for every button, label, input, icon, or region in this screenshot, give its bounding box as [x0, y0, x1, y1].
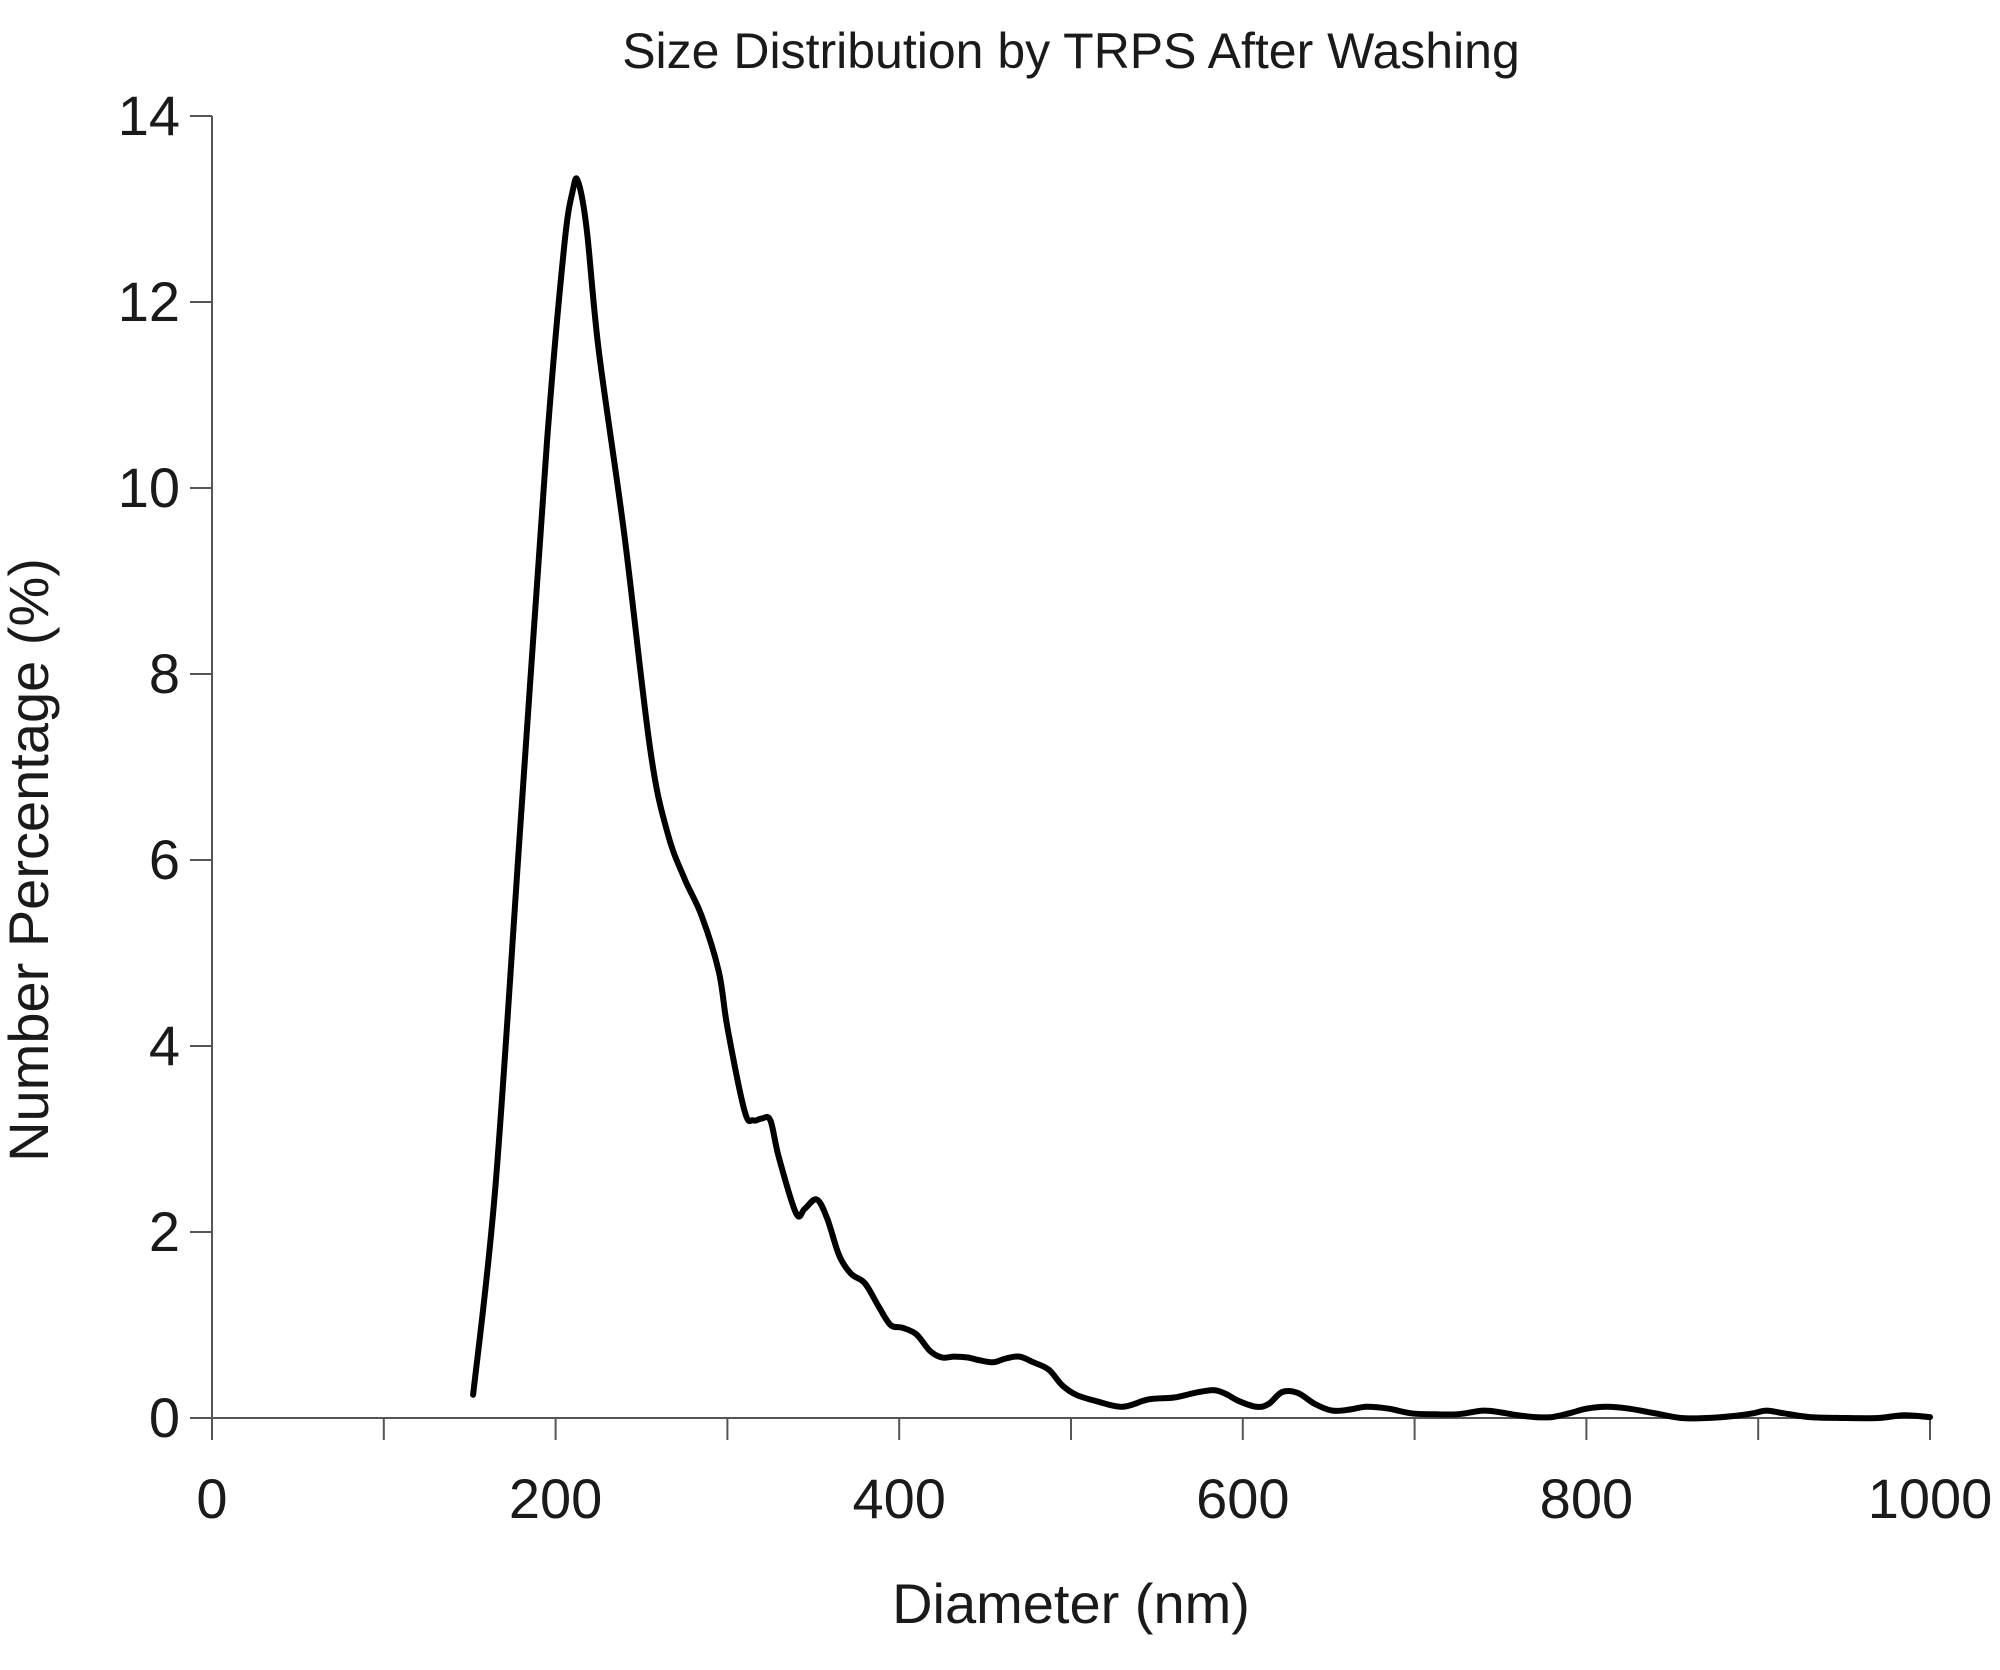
series-line — [470, 175, 1933, 1422]
y-tick-label: 0 — [149, 1386, 180, 1449]
x-tick-label: 600 — [1196, 1467, 1289, 1530]
y-tick-label: 8 — [149, 642, 180, 705]
x-axis-ticks: 0 200 400 600 800 1000 — [196, 1418, 1992, 1530]
y-tick-label: 12 — [118, 270, 180, 333]
x-tick-label: 1000 — [1868, 1467, 1993, 1530]
y-axis-ticks: 0 2 4 6 8 10 12 14 — [118, 84, 212, 1449]
x-tick-label: 0 — [196, 1467, 227, 1530]
x-tick-label: 200 — [509, 1467, 602, 1530]
x-tick-label: 400 — [852, 1467, 945, 1530]
y-tick-label: 6 — [149, 828, 180, 891]
chart-title: Size Distribution by TRPS After Washing — [622, 23, 1520, 79]
y-tick-label: 10 — [118, 456, 180, 519]
plot-area: 0 2 4 6 8 10 12 14 0 200 400 600 800 1000 — [118, 84, 1993, 1530]
x-tick-label: 800 — [1540, 1467, 1633, 1530]
y-tick-label: 2 — [149, 1200, 180, 1263]
x-axis-title: Diameter (nm) — [892, 1572, 1250, 1635]
y-tick-label: 14 — [118, 84, 180, 147]
y-axis-title: Number Percentage (%) — [0, 558, 60, 1162]
y-tick-label: 4 — [149, 1014, 180, 1077]
